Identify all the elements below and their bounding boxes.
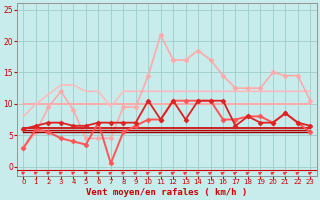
X-axis label: Vent moyen/en rafales ( km/h ): Vent moyen/en rafales ( km/h ) [86,188,248,197]
